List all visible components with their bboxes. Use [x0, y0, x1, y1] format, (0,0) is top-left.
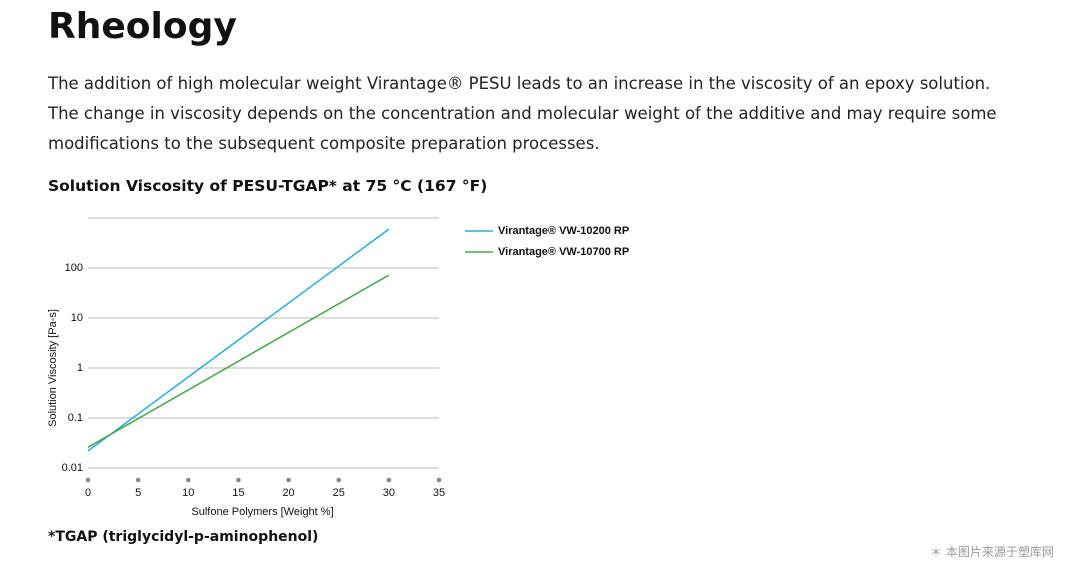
legend-label: Virantage® VW-10700 RP	[498, 246, 629, 258]
x-axis-label: Sulfone Polymers [Weight %]	[191, 506, 333, 518]
watermark: ＊ 本图片来源于塑库网	[930, 545, 1054, 559]
legend-label: Virantage® VW-10200 RP	[498, 225, 629, 237]
x-tick-mark	[436, 477, 442, 483]
x-tick-label: 0	[85, 487, 91, 499]
y-tick-label: 10	[71, 312, 83, 324]
y-tick-label: 0.01	[62, 462, 83, 474]
series-line	[87, 228, 390, 452]
chart-title: Solution Viscosity of PESU-TGAP* at 75 °…	[48, 177, 488, 195]
x-tick-label: 35	[433, 487, 445, 499]
series-line	[87, 274, 390, 448]
x-tick-label: 10	[182, 487, 194, 499]
x-tick-mark	[286, 477, 291, 483]
x-tick-label: 5	[135, 487, 141, 499]
x-tick-label: 25	[333, 487, 345, 499]
x-tick-mark	[85, 477, 91, 483]
footnote: *TGAP (triglycidyl-p-aminophenol)	[48, 529, 319, 545]
x-tick-label: 20	[282, 487, 294, 499]
x-tick-mark	[386, 477, 392, 483]
page-title: Rheology	[48, 6, 237, 47]
y-tick-label: 100	[65, 262, 83, 274]
x-tick-mark	[236, 477, 241, 483]
x-tick-mark	[135, 477, 141, 483]
y-tick-label: 1	[77, 362, 83, 374]
x-tick-label: 15	[232, 487, 244, 499]
paragraph: The addition of high molecular weight Vi…	[48, 74, 997, 153]
x-tick-label: 30	[383, 487, 395, 499]
y-axis-label: Solution Viscosity [Pa-s]	[47, 309, 59, 427]
x-tick-mark	[185, 477, 191, 483]
y-tick-label: 0.1	[68, 412, 83, 424]
x-tick-mark	[336, 477, 342, 483]
